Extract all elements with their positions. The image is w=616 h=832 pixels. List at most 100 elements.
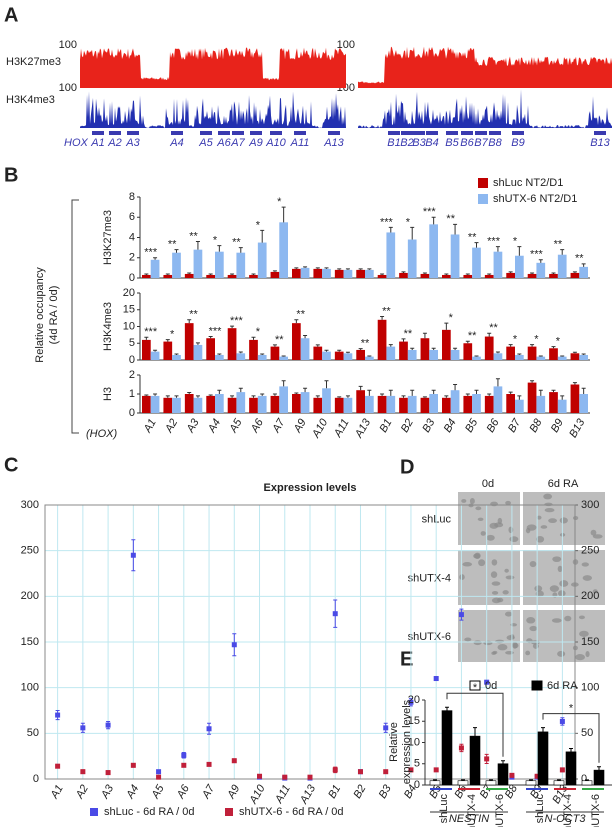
- significance: ***: [380, 216, 394, 228]
- cell: [492, 650, 498, 655]
- x-tick-label: B9: [549, 417, 566, 435]
- significance: **: [468, 231, 477, 243]
- scale-label: 100: [59, 39, 77, 51]
- error-bar: [410, 226, 415, 240]
- error-bar: [487, 273, 492, 275]
- bar: [549, 273, 558, 278]
- y-tick-label: 2: [129, 252, 135, 264]
- point: [105, 770, 111, 776]
- bar: [343, 397, 353, 413]
- x-tick-label: A11: [331, 417, 351, 440]
- y-tick-label: 20: [408, 694, 420, 706]
- bar: [420, 397, 430, 413]
- error-bar: [230, 395, 235, 398]
- cell: [543, 493, 553, 500]
- x-tick-label: A13: [352, 416, 373, 441]
- error-bar: [324, 380, 329, 389]
- y-tick-label: 100: [21, 682, 39, 694]
- bar: [407, 395, 417, 413]
- gene: [294, 131, 306, 135]
- bar: [557, 356, 567, 360]
- error-bar: [551, 389, 556, 393]
- legend-label: 6d RA: [547, 680, 578, 692]
- point: [156, 769, 162, 775]
- x-tick-label: A4: [205, 417, 223, 436]
- bar: [536, 356, 546, 360]
- bar: [334, 397, 344, 413]
- cell: [575, 654, 585, 661]
- point: [484, 679, 490, 685]
- cell: [504, 611, 513, 617]
- panel-letter: B: [4, 164, 18, 186]
- error-bar: [581, 353, 586, 355]
- error-bar: [153, 257, 158, 260]
- gene: [328, 131, 340, 135]
- cell: [572, 516, 579, 521]
- bar: [527, 273, 537, 278]
- cell: [592, 589, 598, 594]
- point: [534, 773, 540, 779]
- significance: ***: [144, 247, 158, 259]
- cell: [480, 531, 486, 536]
- cell: [477, 517, 484, 521]
- error-bar: [489, 779, 493, 781]
- bar: [536, 262, 546, 278]
- point: [559, 767, 565, 773]
- group-label: N-OCT3: [545, 813, 587, 825]
- gene: [446, 131, 458, 135]
- bar: [525, 780, 537, 786]
- point: [408, 699, 414, 705]
- cell: [564, 615, 572, 622]
- significance: **: [275, 334, 284, 346]
- error-bar: [315, 395, 320, 398]
- error-bar: [208, 336, 213, 339]
- bar: [334, 351, 344, 360]
- x-tick-label: A2: [163, 417, 181, 436]
- bar: [493, 353, 503, 360]
- gene-label: B9: [511, 137, 524, 149]
- error-bar: [597, 766, 601, 771]
- cell: [559, 517, 568, 524]
- significance: **: [382, 305, 391, 317]
- scale-label: 100: [337, 39, 355, 51]
- cell: [529, 625, 538, 632]
- point: [156, 774, 162, 780]
- cell: [526, 616, 536, 624]
- cell: [478, 559, 486, 567]
- bar: [322, 388, 331, 413]
- gene-label: B2: [400, 137, 413, 149]
- cell: [508, 526, 514, 534]
- cell: [532, 643, 539, 649]
- track-signal: [358, 89, 612, 128]
- bar: [485, 780, 497, 786]
- row-label: shUTX-4: [408, 572, 451, 584]
- y-tick-label: 15: [123, 304, 135, 316]
- significance: ***: [530, 249, 544, 261]
- bar: [142, 274, 151, 278]
- error-bar: [517, 395, 522, 400]
- bar: [292, 394, 301, 413]
- legend-label: shLuc - 6d RA / 0d: [104, 806, 195, 818]
- error-bar: [345, 351, 350, 354]
- error-bar: [551, 272, 556, 274]
- bar: [579, 394, 588, 413]
- significance: ***: [230, 315, 244, 327]
- bar: [557, 254, 567, 278]
- cell: [535, 535, 545, 543]
- x-tick-label: A3: [99, 782, 117, 801]
- point: [458, 745, 464, 751]
- cell: [590, 529, 597, 536]
- x-tick-label: shUTX-4: [562, 794, 574, 827]
- bar: [227, 397, 237, 413]
- error-bar: [358, 268, 363, 270]
- bar: [193, 344, 203, 360]
- bar: [441, 710, 453, 786]
- error-bar: [530, 272, 535, 274]
- x-tick-label: A7: [270, 416, 288, 435]
- x-tick-label: A5: [149, 782, 167, 801]
- gene: [512, 131, 524, 135]
- cell: [544, 507, 555, 513]
- column-label: 0d: [482, 478, 494, 490]
- cell: [505, 500, 511, 506]
- bar: [463, 343, 473, 360]
